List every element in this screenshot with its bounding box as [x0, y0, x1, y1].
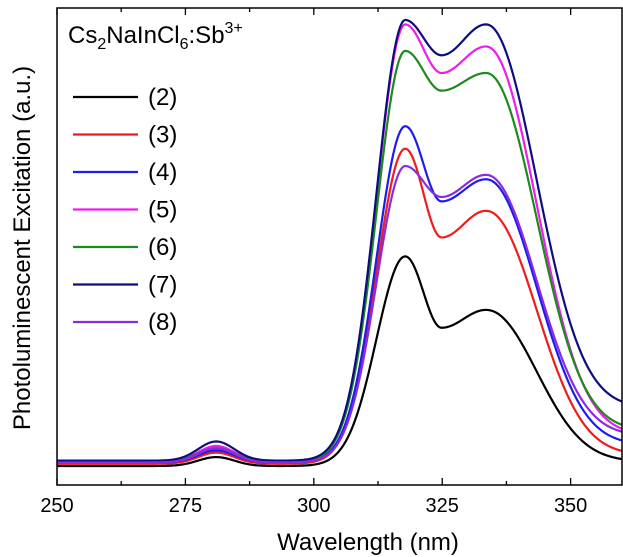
annotation-subscript: 6	[180, 36, 189, 53]
annotation-subscript: 2	[97, 36, 106, 53]
x-tick-label: 275	[169, 495, 202, 517]
annotation-part: NaInCl	[106, 22, 179, 49]
x-tick-label: 300	[297, 495, 330, 517]
x-tick-label: 350	[554, 495, 587, 517]
annotation-part: Cs	[68, 22, 97, 49]
series-line-2	[57, 147, 623, 465]
series-line-4	[57, 23, 623, 463]
annotation-superscript: 3+	[225, 20, 243, 37]
series-layer	[57, 18, 623, 468]
series-line-3	[57, 125, 623, 464]
series-line-1	[57, 255, 623, 468]
series-line-7	[57, 164, 623, 464]
legend-label: (8)	[148, 309, 177, 336]
annotation-part: :Sb	[189, 22, 225, 49]
x-axis-label: Wavelength (nm)	[277, 529, 459, 556]
series-line-5	[57, 49, 623, 463]
x-tick-label: 325	[426, 495, 459, 517]
legend-label: (2)	[148, 84, 177, 111]
legend-label: (6)	[148, 234, 177, 261]
plot-frame	[56, 7, 623, 486]
series-line-6	[57, 18, 623, 462]
y-axis-label: Photoluminescent Excitation (a.u.)	[9, 66, 36, 430]
compound-annotation: Cs2NaInCl6:Sb3+	[68, 20, 243, 53]
x-tick-label: 250	[40, 495, 73, 517]
legend-label: (7)	[148, 272, 177, 299]
axes: 250 275 300 325 350	[40, 7, 623, 517]
legend-label: (3)	[148, 122, 177, 149]
legend-label: (5)	[148, 197, 177, 224]
legend: (2) (3) (4) (5) (6) (7) (8)	[73, 84, 177, 336]
legend-label: (4)	[148, 159, 177, 186]
